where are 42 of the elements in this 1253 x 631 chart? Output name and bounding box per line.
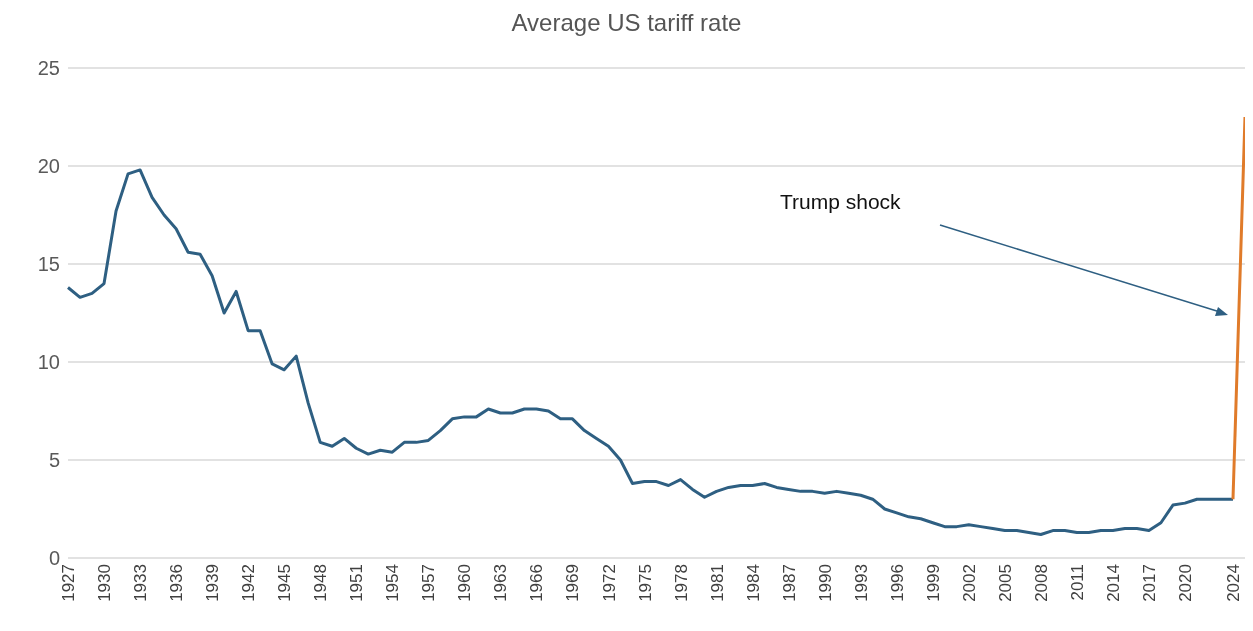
- x-tick-label: 2005: [995, 564, 1015, 602]
- x-tick-label: 1984: [743, 564, 763, 602]
- line-series: [66, 168, 1235, 536]
- annotation: Trump shock: [780, 190, 901, 214]
- x-tick-label: 2002: [959, 564, 979, 602]
- x-tick-label: 1957: [419, 564, 439, 602]
- x-tick-label: 1942: [239, 564, 259, 602]
- x-tick-label: 1963: [491, 564, 511, 602]
- y-tick-label: 5: [48, 449, 60, 472]
- x-tick-label: 1933: [131, 564, 151, 602]
- x-tick-label: 1981: [707, 564, 727, 602]
- x-tick-label: 1990: [815, 564, 835, 602]
- x-tick-label: 1927: [59, 564, 79, 602]
- x-tick-label: 1975: [635, 564, 655, 602]
- x-tick-label: 1987: [779, 564, 799, 602]
- x-tick-label: 1993: [851, 564, 871, 602]
- x-tick-label: 1951: [347, 564, 367, 602]
- x-tick-label: 1930: [95, 564, 115, 602]
- x-tick-label: 1954: [383, 564, 403, 602]
- chart-title: Average US tariff rate: [510, 8, 743, 38]
- y-tick-label: 10: [37, 351, 60, 374]
- x-tick-label: 2017: [1139, 564, 1159, 602]
- x-tick-label: 1948: [311, 564, 331, 602]
- x-tick-label: 2011: [1067, 564, 1087, 601]
- x-tick-label: 1936: [167, 564, 187, 602]
- x-tick-label: 2020: [1176, 564, 1196, 602]
- x-tick-label: 1996: [887, 564, 907, 602]
- y-tick-label: 15: [37, 253, 60, 276]
- y-tick-label: 0: [48, 547, 60, 570]
- x-tick-label: 1960: [455, 564, 475, 602]
- x-tick-label: 1972: [599, 564, 619, 602]
- x-tick-label: 1999: [923, 564, 943, 602]
- x-tick-label: 1969: [563, 564, 583, 602]
- x-tick-label: 2014: [1103, 564, 1123, 602]
- x-tick-label: 1939: [203, 564, 223, 602]
- x-tick-label: 2008: [1031, 564, 1051, 602]
- x-tick-label: 2024: [1224, 564, 1244, 602]
- y-tick-label: 20: [37, 155, 60, 178]
- y-tick-label: 25: [37, 57, 60, 80]
- x-tick-label: 1978: [671, 564, 691, 602]
- x-tick-label: 1945: [275, 564, 295, 602]
- x-tick-label: 1966: [527, 564, 547, 602]
